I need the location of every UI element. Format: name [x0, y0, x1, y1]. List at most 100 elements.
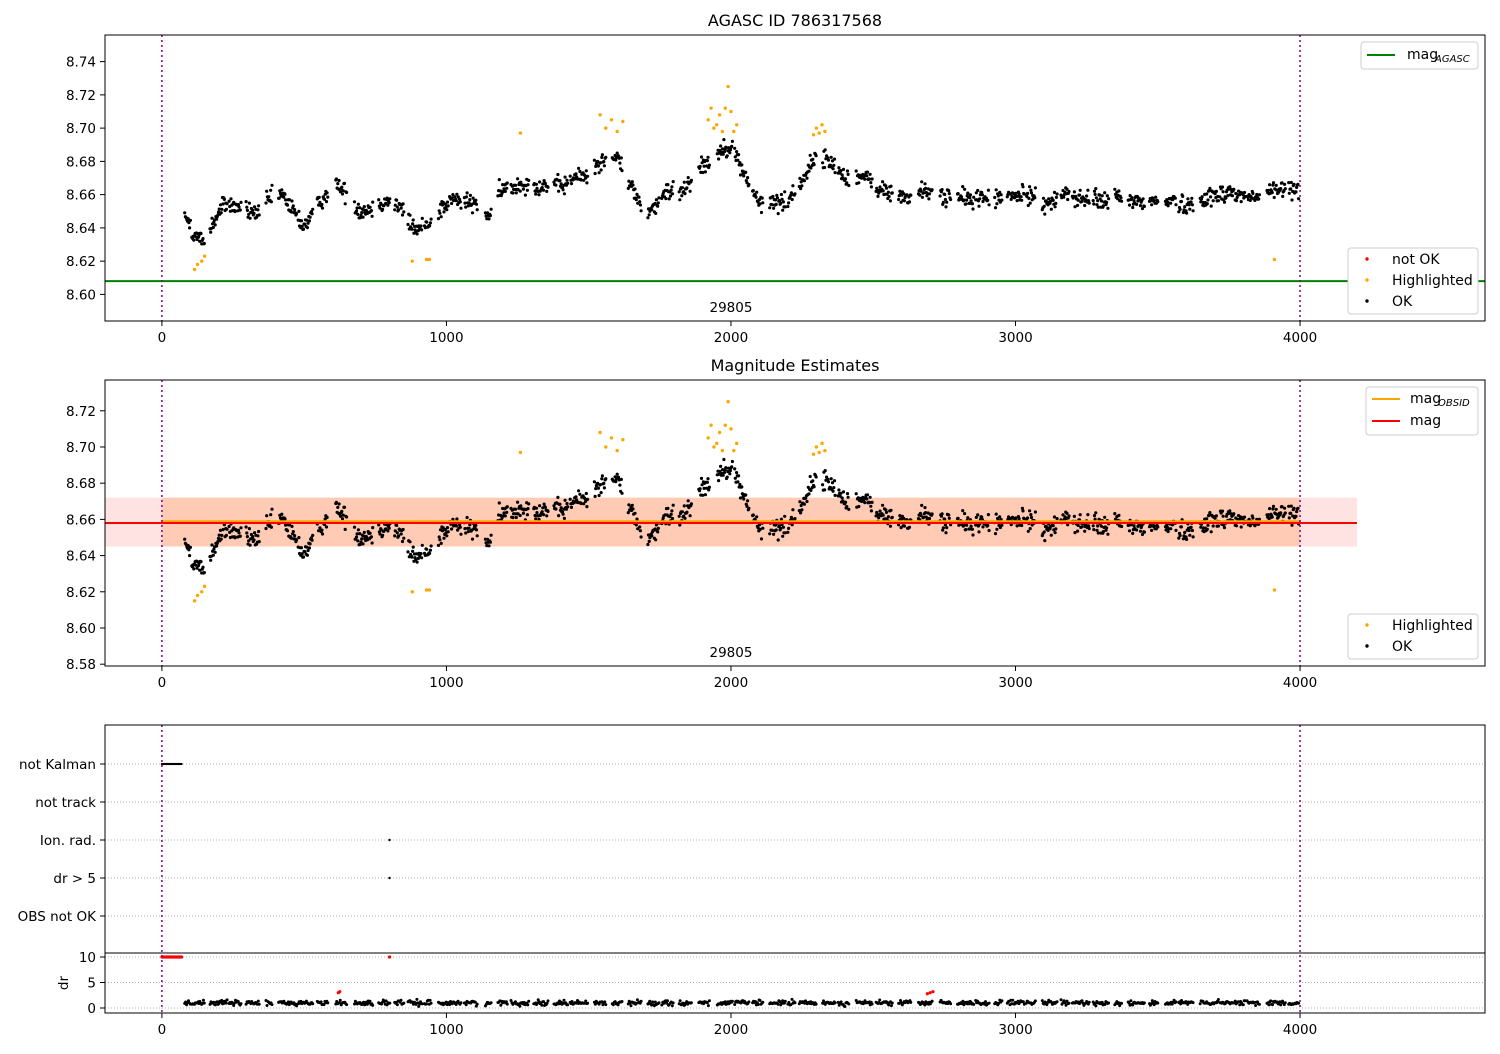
ok-point	[998, 515, 1002, 519]
ok-point	[1065, 511, 1069, 515]
ok-point	[967, 527, 971, 531]
ok-point	[299, 219, 304, 223]
ok-point	[1105, 194, 1109, 198]
ok-point	[1080, 525, 1084, 529]
ok-point	[445, 200, 450, 204]
ok-point	[638, 525, 642, 529]
highlighted-point	[621, 438, 625, 442]
ok-point	[829, 477, 833, 481]
ok-point	[1287, 504, 1291, 508]
ok-point	[253, 531, 257, 535]
ok-point	[245, 205, 249, 209]
ok-point	[646, 542, 650, 547]
dr-point	[326, 1001, 330, 1005]
ok-point	[308, 215, 312, 219]
ok-point	[755, 515, 759, 519]
ok-point	[812, 485, 816, 489]
ok-point	[656, 204, 660, 208]
ok-point	[1279, 187, 1283, 191]
ok-point	[823, 469, 827, 473]
ok-point	[772, 206, 776, 210]
x-tick-label: 3000	[998, 1022, 1032, 1038]
ok-point	[1117, 513, 1121, 518]
ok-point	[305, 545, 309, 549]
ok-point	[826, 158, 831, 162]
ok-point	[779, 526, 783, 531]
ok-point	[414, 558, 418, 562]
ok-point	[1017, 517, 1021, 521]
ok-point	[511, 516, 515, 520]
ok-point	[774, 202, 778, 206]
ok-point	[220, 207, 224, 211]
dr-point	[1269, 999, 1273, 1003]
ok-point	[725, 475, 729, 479]
ok-point	[1152, 199, 1156, 203]
ok-point	[1106, 532, 1110, 536]
ok-point	[1169, 201, 1173, 205]
ok-point	[1185, 211, 1189, 215]
ok-point	[1014, 191, 1018, 195]
ok-point	[976, 188, 980, 193]
ok-point	[1179, 525, 1183, 529]
ok-point	[920, 503, 924, 507]
dr-point	[1238, 1003, 1242, 1007]
ok-point	[870, 500, 874, 504]
ok-point	[1052, 515, 1057, 519]
ok-point	[726, 146, 731, 150]
ok-point	[657, 196, 661, 200]
ok-point	[770, 528, 774, 532]
legend-marker	[1365, 257, 1369, 261]
ok-point	[541, 513, 546, 517]
dr-point	[399, 998, 403, 1002]
ok-point	[1239, 200, 1243, 204]
ok-point	[978, 197, 982, 201]
dr-point	[657, 1001, 661, 1005]
ok-point	[1255, 192, 1259, 197]
x-tick-label: 0	[158, 675, 167, 691]
ok-point	[823, 148, 827, 152]
dr-point	[363, 1003, 367, 1007]
ok-point	[488, 540, 492, 544]
ok-point	[1120, 524, 1124, 529]
highlighted-point	[615, 448, 619, 453]
dr-point	[783, 999, 787, 1003]
ok-point	[1000, 523, 1004, 527]
ok-point	[428, 548, 432, 552]
legend-marker	[1365, 299, 1369, 303]
ok-point	[728, 148, 733, 152]
ok-point	[245, 208, 249, 212]
ok-point	[368, 205, 372, 209]
ok-point	[884, 510, 889, 514]
ok-point	[592, 158, 597, 162]
ok-point	[1232, 512, 1236, 516]
ok-point	[800, 508, 804, 512]
ok-point	[1043, 539, 1047, 543]
ok-point	[791, 184, 795, 188]
ok-point	[775, 196, 780, 200]
ok-point	[443, 202, 447, 206]
ok-point	[1295, 185, 1299, 189]
dr-point	[689, 1001, 693, 1005]
category-label: Ion. rad.	[40, 833, 96, 849]
category-label: dr > 5	[53, 871, 96, 887]
ok-point	[751, 513, 755, 517]
ok-point	[970, 527, 975, 531]
ok-point	[971, 207, 975, 211]
ok-point	[559, 506, 563, 510]
ok-point	[927, 197, 931, 201]
ok-point	[705, 159, 710, 163]
ok-point	[897, 197, 901, 202]
ok-point	[1150, 203, 1154, 207]
ok-point	[1073, 205, 1077, 209]
ok-point	[1130, 196, 1134, 200]
ok-point	[751, 189, 755, 193]
ok-point	[980, 193, 985, 197]
ok-point	[722, 138, 726, 142]
ok-point	[294, 538, 299, 542]
ok-point	[511, 191, 515, 195]
ok-point	[689, 502, 694, 506]
dr-point	[1021, 1000, 1025, 1004]
ok-point	[809, 166, 813, 170]
ok-point	[195, 566, 199, 570]
ok-point	[425, 547, 429, 551]
